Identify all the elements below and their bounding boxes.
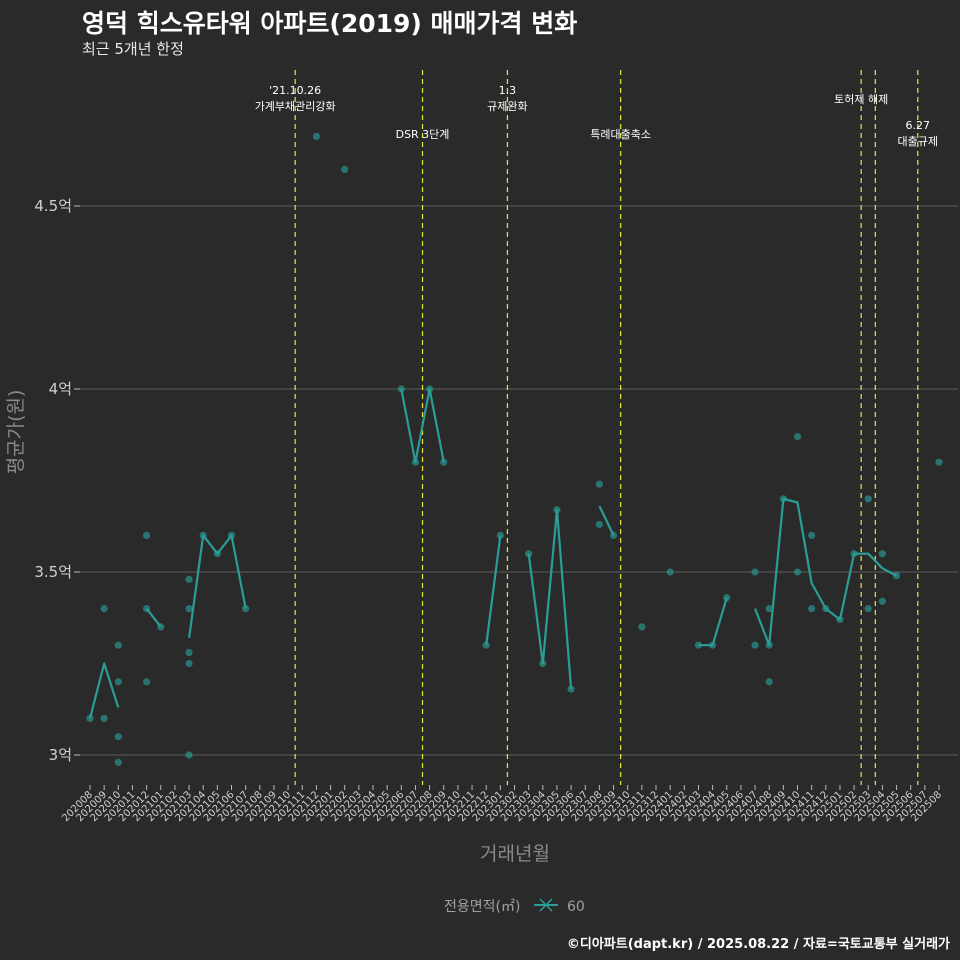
data-point — [878, 597, 887, 605]
event-label: 6.27 — [906, 119, 931, 132]
x-axis-ticks: 2020082020092020102020112020122021012021… — [60, 785, 944, 824]
data-point — [609, 531, 618, 540]
data-point — [482, 641, 490, 649]
y-tick-label: 4.5억 — [34, 197, 72, 215]
data-point — [808, 605, 816, 613]
data-point — [878, 550, 887, 558]
series-line-60 — [598, 505, 615, 536]
event-label: DSR 3단계 — [396, 128, 450, 141]
series-line-60 — [527, 508, 573, 690]
data-point — [312, 132, 320, 141]
data-point — [709, 641, 717, 649]
data-point — [185, 751, 193, 759]
data-point — [553, 506, 561, 514]
data-point — [765, 678, 773, 686]
series-line-60 — [485, 535, 502, 646]
data-point — [822, 605, 830, 613]
data-point — [595, 480, 604, 488]
event-label: 가계부채관리강화 — [255, 100, 336, 113]
data-point — [114, 733, 122, 741]
data-point — [751, 568, 759, 576]
data-point — [242, 605, 250, 613]
data-point — [751, 641, 759, 649]
series-line-60 — [400, 387, 445, 464]
data-point — [185, 575, 193, 583]
data-point — [793, 568, 802, 576]
data-point — [864, 495, 872, 503]
y-tick-label: 3억 — [49, 746, 72, 764]
data-point — [779, 495, 787, 503]
data-point — [666, 568, 674, 576]
y-tick-label: 4억 — [49, 380, 72, 398]
series-line-60 — [145, 607, 162, 628]
x-axis-title: 거래년월 — [480, 843, 550, 865]
legend: 전용면적(㎡) 60 — [444, 898, 585, 915]
series-line-60 — [88, 662, 120, 719]
data-point — [850, 550, 858, 558]
data-point — [723, 594, 731, 602]
data-point — [539, 659, 547, 668]
y-tick-label: 3.5억 — [34, 563, 72, 581]
data-point — [185, 659, 193, 668]
data-point — [213, 550, 221, 558]
data-point — [114, 758, 122, 766]
data-point — [496, 531, 504, 540]
data-point — [143, 531, 151, 540]
event-label: 1.3 — [499, 84, 517, 97]
event-label: 토허제 해제 — [834, 92, 888, 106]
data-point — [100, 714, 108, 723]
data-point — [341, 165, 349, 173]
data-point — [567, 685, 575, 693]
y-axis-title: 평균가(원) — [5, 390, 27, 475]
event-label: 특례대출축소 — [590, 128, 651, 141]
legend-cross-icon — [539, 898, 553, 912]
data-point — [199, 531, 207, 540]
data-point — [157, 623, 165, 631]
data-point — [185, 605, 193, 613]
chart-title: 영덕 힉스유타워 아파트(2019) 매매가격 변화 — [82, 9, 578, 38]
data-point — [100, 605, 108, 613]
data-point — [227, 531, 236, 540]
series-points — [86, 132, 943, 766]
source-caption: ©디아파트(dapt.kr) / 2025.08.22 / 자료=국토교통부 실… — [566, 937, 950, 952]
data-point — [793, 432, 802, 441]
data-point — [114, 641, 122, 649]
data-point — [397, 385, 405, 393]
data-point — [411, 458, 420, 466]
data-point — [892, 572, 901, 580]
data-point — [86, 714, 94, 723]
data-point — [765, 605, 773, 613]
legend-title: 전용면적(㎡) — [444, 899, 520, 915]
data-point — [694, 641, 703, 649]
data-point — [638, 623, 646, 631]
data-point — [935, 458, 943, 466]
chart-subtitle: 최근 5개년 한정 — [82, 40, 184, 58]
data-point — [440, 458, 448, 466]
data-point — [525, 550, 533, 558]
data-point — [595, 520, 604, 529]
data-point — [765, 641, 773, 649]
event-label: 대출규제 — [898, 135, 938, 148]
event-label: '21.10.26 — [269, 84, 321, 97]
gridlines — [80, 205, 958, 756]
data-point — [143, 678, 151, 686]
legend-label-60: 60 — [567, 899, 585, 915]
data-point — [864, 605, 872, 613]
series-lines — [88, 387, 898, 719]
data-point — [808, 531, 816, 540]
data-point — [143, 605, 151, 613]
series-line-60 — [698, 597, 728, 647]
y-axis-ticks: 3억 3.5억 4억 4.5억 — [34, 197, 80, 764]
data-point — [836, 615, 844, 624]
data-point — [185, 648, 193, 657]
event-label: 규제완화 — [487, 100, 527, 113]
data-point — [114, 678, 122, 686]
data-point — [426, 385, 434, 393]
